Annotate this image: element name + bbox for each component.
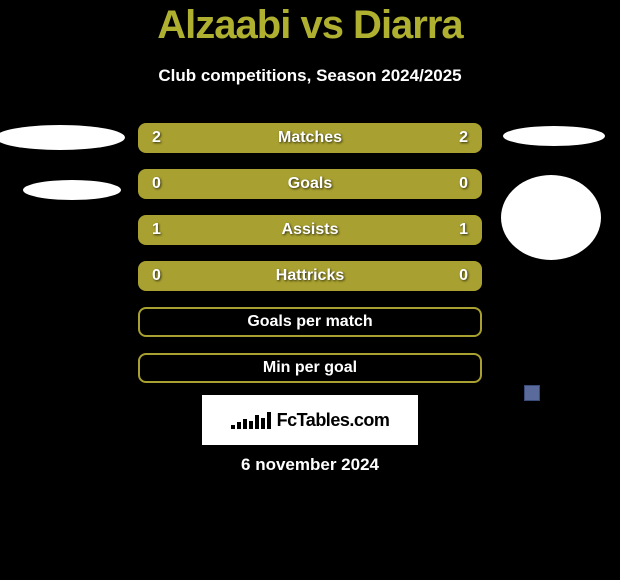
stat-label: Goals per match [247, 313, 372, 331]
stat-label: Assists [282, 221, 339, 239]
stat-right-value: 2 [448, 129, 468, 147]
decorative-ellipse-left-2 [23, 180, 121, 200]
decorative-ellipse-right-2 [501, 175, 601, 260]
stat-left-value: 0 [152, 175, 172, 193]
decorative-ellipse-left-1 [0, 125, 125, 150]
stat-row-matches: 2 Matches 2 [138, 123, 482, 153]
brand-text: FcTables.com [277, 410, 390, 431]
stat-right-value: 1 [448, 221, 468, 239]
stat-label: Min per goal [263, 359, 357, 377]
stat-right-value: 0 [448, 267, 468, 285]
date-label: 6 november 2024 [0, 455, 620, 475]
stat-row-assists: 1 Assists 1 [138, 215, 482, 245]
subtitle: Club competitions, Season 2024/2025 [0, 66, 620, 86]
stat-left-value: 1 [152, 221, 172, 239]
stat-row-min-per-goal: Min per goal [138, 353, 482, 383]
stat-row-goals: 0 Goals 0 [138, 169, 482, 199]
stats-table: 2 Matches 2 0 Goals 0 1 Assists 1 0 Hatt… [138, 123, 482, 399]
stat-right-value: 0 [448, 175, 468, 193]
stat-row-hattricks: 0 Hattricks 0 [138, 261, 482, 291]
stat-left-value: 0 [152, 267, 172, 285]
brand-bars-icon [231, 412, 271, 429]
stat-row-goals-per-match: Goals per match [138, 307, 482, 337]
club-badge-icon [524, 385, 540, 401]
stat-left-value: 2 [152, 129, 172, 147]
brand-banner: FcTables.com [202, 395, 418, 445]
page-title: Alzaabi vs Diarra [0, 0, 620, 48]
stat-label: Goals [288, 175, 332, 193]
decorative-ellipse-right-1 [503, 126, 605, 146]
stat-label: Matches [278, 129, 342, 147]
stat-label: Hattricks [276, 267, 344, 285]
